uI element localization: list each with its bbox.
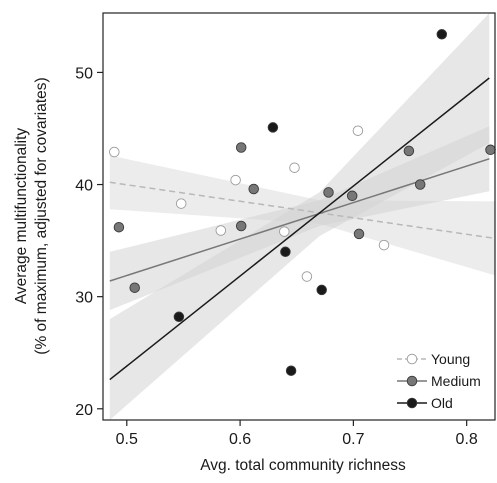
data-points bbox=[109, 29, 496, 376]
y-tick-label: 50 bbox=[75, 65, 93, 82]
y-tick-label: 40 bbox=[75, 178, 93, 195]
data-point-old bbox=[316, 284, 327, 296]
y-axis-label-line-2: (% of maximum, adjusted for covariates) bbox=[33, 77, 50, 354]
data-point-young bbox=[215, 225, 227, 236]
data-point-medium bbox=[323, 187, 334, 198]
data-point-medium bbox=[346, 190, 358, 202]
data-point-medium bbox=[485, 144, 496, 156]
y-tick-label: 20 bbox=[75, 402, 93, 419]
x-axis-label: Avg. total community richness bbox=[200, 457, 406, 474]
data-point-young bbox=[230, 174, 241, 186]
legend-swatch-marker bbox=[406, 375, 418, 387]
data-point-medium bbox=[235, 142, 247, 153]
data-point-old bbox=[285, 365, 297, 376]
fit-line-old bbox=[109, 77, 490, 381]
legend: Young Medium Old bbox=[397, 351, 481, 411]
fit-line-young bbox=[109, 181, 496, 240]
legend-item-old: Old bbox=[397, 395, 453, 411]
x-tick-label: 0.5 bbox=[116, 431, 138, 448]
legend-label-young: Young bbox=[431, 351, 470, 367]
confidence-band-old bbox=[109, 13, 490, 420]
x-axis: 0.5 0.6 0.7 0.8 bbox=[116, 420, 478, 448]
confidence-bands bbox=[109, 13, 496, 420]
data-point-medium bbox=[235, 220, 247, 232]
data-point-medium bbox=[403, 145, 415, 157]
y-tick-label: 30 bbox=[75, 290, 93, 307]
y-axis-label: Average multifunctionality (% of maximum… bbox=[13, 77, 50, 354]
data-point-young bbox=[378, 239, 390, 251]
fit-line-medium bbox=[109, 158, 490, 282]
data-point-medium bbox=[129, 282, 140, 293]
data-point-young bbox=[289, 162, 300, 173]
legend-label-medium: Medium bbox=[431, 373, 481, 389]
data-point-old bbox=[173, 311, 185, 323]
data-point-young bbox=[279, 226, 290, 237]
data-point-medium bbox=[248, 183, 259, 195]
x-tick-label: 0.8 bbox=[456, 431, 478, 448]
legend-item-medium: Medium bbox=[397, 373, 481, 389]
fit-lines bbox=[109, 77, 496, 381]
data-point-young bbox=[109, 146, 120, 158]
data-point-old bbox=[280, 246, 291, 258]
data-point-medium bbox=[414, 179, 426, 190]
data-point-medium bbox=[113, 221, 125, 233]
plot-frame bbox=[102, 12, 496, 421]
data-point-old bbox=[267, 122, 279, 133]
x-tick-label: 0.7 bbox=[342, 431, 364, 448]
data-point-medium bbox=[353, 228, 365, 240]
data-point-young bbox=[352, 125, 364, 136]
y-axis-label-line-1: Average multifunctionality bbox=[13, 128, 30, 305]
x-tick-label: 0.6 bbox=[229, 431, 251, 448]
legend-swatch-marker bbox=[406, 397, 418, 409]
data-point-young bbox=[175, 198, 187, 209]
data-point-old bbox=[436, 29, 448, 40]
legend-swatch-marker bbox=[406, 353, 418, 365]
legend-item-young: Young bbox=[397, 351, 470, 367]
legend-label-old: Old bbox=[431, 395, 453, 411]
y-axis: 20 30 40 50 bbox=[75, 65, 103, 419]
data-point-young bbox=[301, 271, 313, 282]
